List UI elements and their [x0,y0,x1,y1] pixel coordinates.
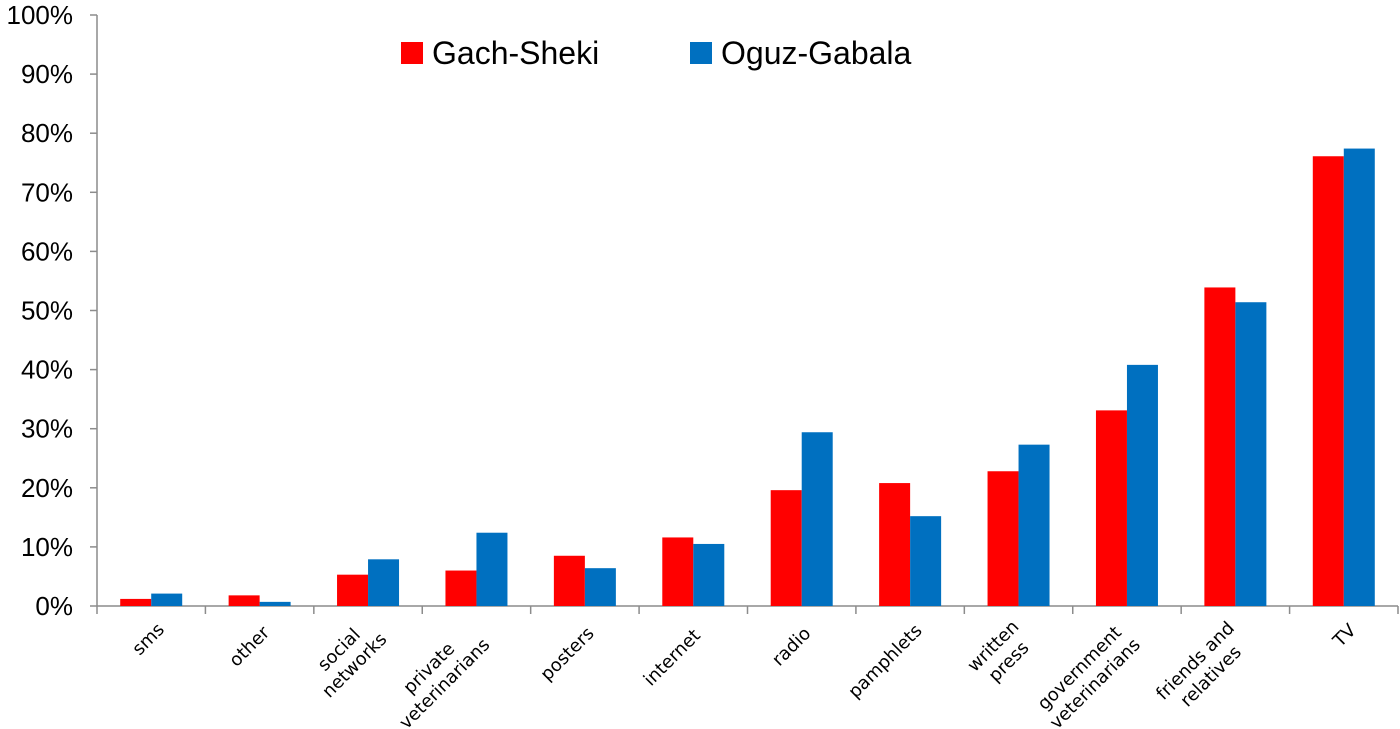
category-label: posters [536,623,598,685]
y-tick-label: 100% [7,0,74,30]
category-label-line: sms [128,619,169,660]
legend-label-gach-sheki: Gach-Sheki [432,35,599,71]
category-label-line: posters [536,623,598,685]
bar-oguz-gabala [910,516,942,606]
category-label-line: internet [640,625,705,690]
bar-gach-sheki [228,595,260,606]
bar-oguz-gabala [259,601,291,606]
legend-swatch-gach-sheki [401,42,423,64]
bar-gach-sheki [662,537,694,606]
category-label-line: pamphlets [844,620,926,702]
legend-swatch-oguz-gabala [690,42,712,64]
bar-gach-sheki [445,570,477,606]
bar-gach-sheki [1095,410,1127,606]
bar-gach-sheki [337,574,369,606]
bar-gach-sheki [879,483,911,606]
y-tick-label: 90% [21,59,73,89]
category-label: sms [128,619,169,660]
y-tick-label: 20% [21,473,73,503]
bar-oguz-gabala [584,568,616,606]
category-label: internet [640,625,705,690]
bar-gach-sheki [1204,287,1236,606]
bar-gach-sheki [120,598,152,606]
category-label: pamphlets [844,620,926,702]
y-tick-label: 40% [21,355,73,385]
category-label: radio [768,623,815,670]
category-label-line: radio [768,623,815,670]
bar-oguz-gabala [693,543,725,606]
category-labels: sms other socialnetworks privateveterinaria… [128,613,1361,729]
category-label: friends andrelatives [1152,618,1254,720]
category-label: governmentveterinarians [1030,619,1144,729]
category-label: other [225,622,274,671]
category-label-line: TV [1328,620,1361,653]
category-label: writtenpress [963,616,1038,691]
category-label-line: other [225,622,274,671]
y-tick-label: 60% [21,236,73,266]
x-axis [96,605,1399,614]
bar-oguz-gabala [1126,364,1158,606]
bar-gach-sheki [553,555,585,606]
y-axis: 0% 10% 20% 30% 40% 50% 60% 70% 80% 90% 100% [7,0,98,621]
y-tick-label: 10% [21,532,73,562]
bar-gach-sheki [987,471,1019,606]
bar-oguz-gabala [368,559,400,606]
y-tick-label: 70% [21,177,73,207]
bar-gach-sheki [1312,156,1344,606]
y-tick-label: 0% [35,591,73,621]
bar-oguz-gabala [1343,148,1375,607]
legend: Gach-Sheki Oguz-Gabala [401,35,912,71]
bar-gach-sheki [770,490,802,606]
legend-label-oguz-gabala: Oguz-Gabala [721,35,912,71]
bar-oguz-gabala [1235,302,1267,606]
category-label: privateveterinarians [380,619,494,729]
y-tick-label: 50% [21,296,73,326]
y-tick-label: 80% [21,118,73,148]
bar-oguz-gabala [1018,444,1050,606]
bar-oguz-gabala [151,593,183,606]
category-label: socialnetworks [303,613,392,702]
bar-oguz-gabala [476,532,508,606]
bars [120,148,1375,607]
bar-oguz-gabala [801,432,833,606]
y-tick-label: 30% [21,414,73,444]
category-label: TV [1328,620,1361,653]
